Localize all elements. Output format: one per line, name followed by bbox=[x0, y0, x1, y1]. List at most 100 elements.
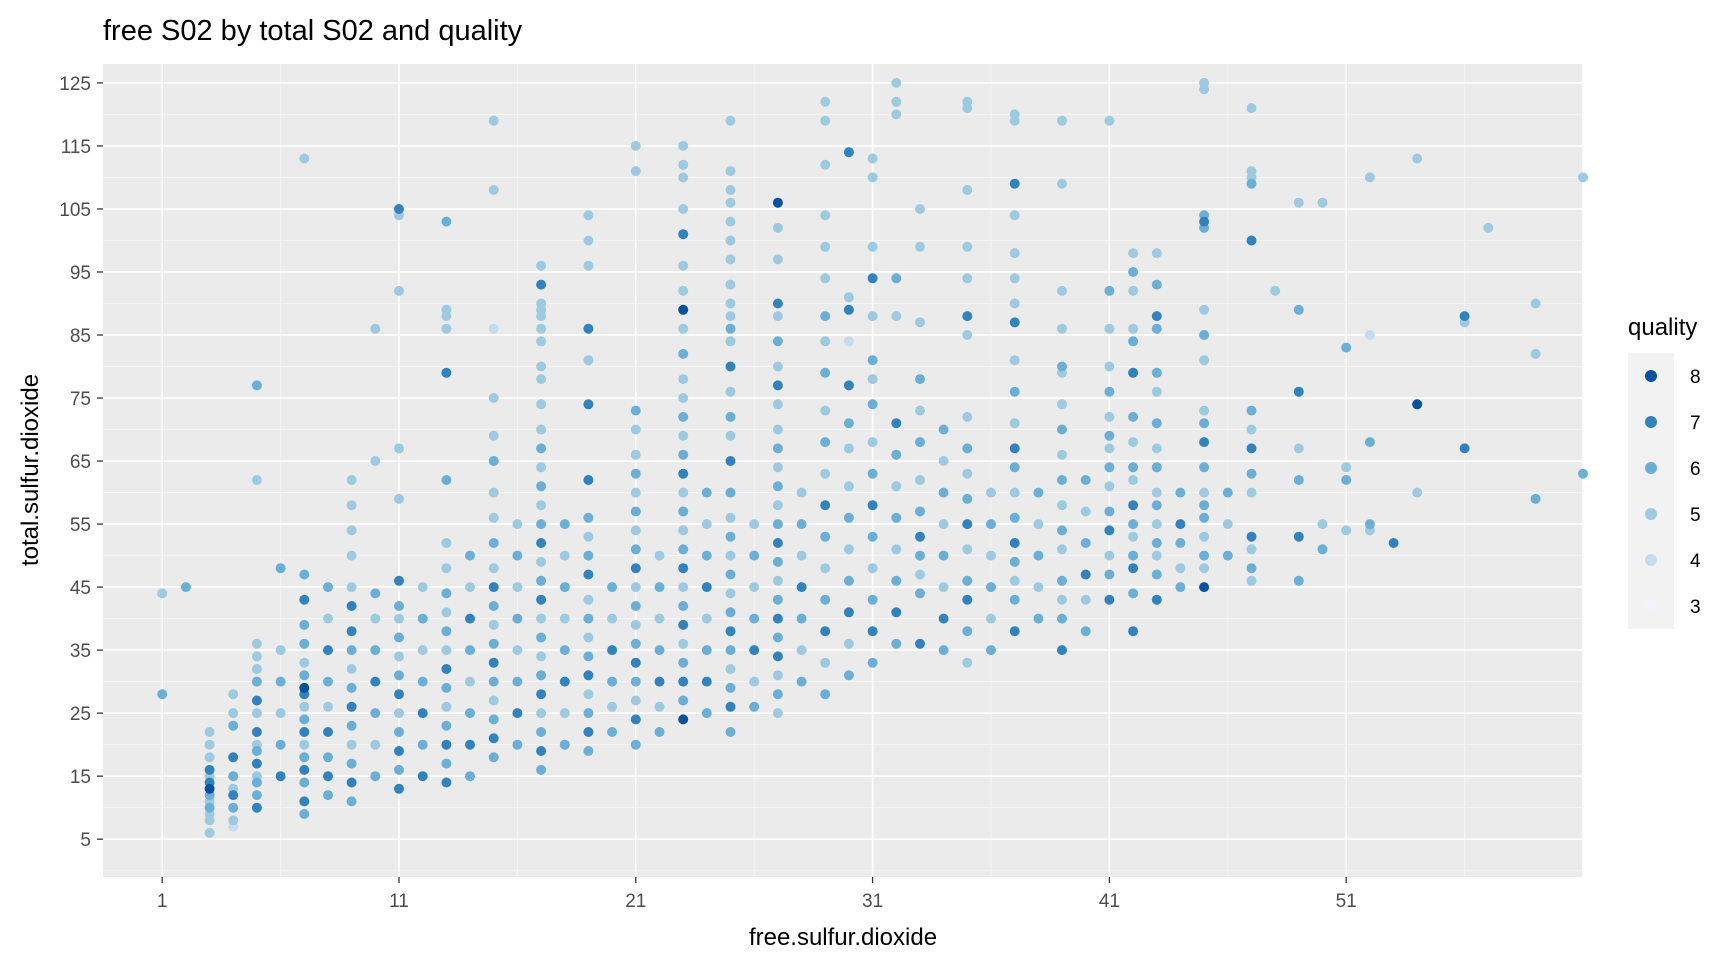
data-point bbox=[488, 185, 499, 195]
data-point bbox=[725, 235, 736, 246]
data-point bbox=[630, 657, 641, 668]
data-point bbox=[891, 109, 902, 120]
data-point bbox=[725, 298, 736, 309]
data-point bbox=[1151, 279, 1162, 290]
data-point bbox=[512, 676, 523, 687]
data-point bbox=[701, 519, 712, 530]
data-point bbox=[772, 632, 783, 643]
data-point bbox=[725, 487, 736, 498]
data-point bbox=[867, 594, 878, 605]
data-point bbox=[796, 676, 807, 687]
data-point bbox=[1151, 462, 1162, 473]
data-point bbox=[1057, 361, 1067, 372]
data-point bbox=[583, 235, 594, 246]
data-point bbox=[299, 714, 310, 725]
data-point bbox=[1057, 424, 1067, 435]
data-point bbox=[843, 418, 854, 429]
data-point bbox=[654, 550, 665, 561]
data-point bbox=[915, 374, 925, 385]
data-point bbox=[1151, 569, 1162, 580]
data-point bbox=[536, 651, 547, 662]
data-point bbox=[488, 601, 499, 611]
data-point bbox=[725, 588, 736, 599]
legend-label: 6 bbox=[1690, 459, 1701, 480]
data-point bbox=[607, 727, 618, 737]
data-point bbox=[299, 594, 310, 605]
data-point bbox=[1080, 506, 1091, 517]
data-point bbox=[725, 550, 736, 561]
data-point bbox=[1057, 115, 1067, 126]
data-point bbox=[938, 613, 949, 624]
data-point bbox=[725, 115, 736, 126]
data-point bbox=[1293, 575, 1304, 586]
data-point bbox=[1151, 594, 1162, 605]
data-point bbox=[867, 355, 878, 366]
data-point bbox=[772, 594, 783, 605]
data-point bbox=[441, 626, 452, 637]
data-point bbox=[678, 411, 689, 422]
data-point bbox=[678, 260, 689, 271]
data-point bbox=[986, 550, 996, 561]
y-tick-label: 45 bbox=[70, 578, 91, 599]
data-point bbox=[962, 241, 973, 252]
data-point bbox=[536, 279, 547, 290]
data-point bbox=[1009, 109, 1020, 120]
y-tick-label: 65 bbox=[70, 452, 91, 473]
data-point bbox=[678, 172, 689, 183]
data-point bbox=[915, 204, 925, 214]
data-point bbox=[346, 701, 357, 712]
data-point bbox=[678, 304, 689, 315]
data-point bbox=[441, 720, 452, 731]
data-point bbox=[299, 809, 310, 819]
data-point bbox=[938, 487, 949, 498]
data-point bbox=[962, 96, 973, 107]
data-point bbox=[867, 273, 878, 284]
data-point bbox=[488, 695, 499, 706]
data-point bbox=[1009, 556, 1020, 567]
data-point bbox=[820, 115, 831, 126]
data-point bbox=[1317, 197, 1328, 208]
data-point bbox=[891, 273, 902, 284]
y-axis-ticks: 5 15 25 35 45 55 65 75 85 95 105 115 125 bbox=[59, 74, 103, 851]
data-point bbox=[962, 519, 973, 530]
data-point bbox=[678, 638, 689, 649]
data-point bbox=[559, 739, 570, 750]
data-point bbox=[607, 645, 618, 656]
data-point bbox=[1104, 550, 1115, 561]
data-point bbox=[772, 500, 783, 511]
data-point bbox=[772, 443, 783, 454]
data-point bbox=[820, 500, 831, 511]
legend: quality 8 7 6 5 4 3 bbox=[1628, 314, 1701, 629]
x-tick-label: 21 bbox=[625, 891, 646, 912]
data-point bbox=[891, 96, 902, 107]
data-point bbox=[1530, 493, 1541, 504]
data-point bbox=[986, 487, 996, 498]
data-point bbox=[749, 582, 760, 593]
data-point bbox=[725, 645, 736, 656]
data-point bbox=[394, 204, 404, 214]
data-point bbox=[299, 796, 310, 807]
data-point bbox=[1033, 487, 1044, 498]
data-point bbox=[915, 475, 925, 485]
data-point bbox=[1104, 506, 1115, 517]
data-point bbox=[559, 708, 570, 719]
data-point bbox=[986, 613, 996, 624]
data-point bbox=[228, 790, 239, 801]
data-point bbox=[1199, 216, 1210, 227]
data-point bbox=[1412, 399, 1423, 410]
data-point bbox=[678, 582, 689, 593]
data-point bbox=[1246, 178, 1257, 189]
data-point bbox=[1033, 550, 1044, 561]
data-point bbox=[1199, 355, 1210, 366]
data-point bbox=[275, 708, 286, 719]
data-point bbox=[1483, 222, 1494, 233]
data-point bbox=[1009, 355, 1020, 366]
data-point bbox=[441, 607, 452, 618]
data-point bbox=[678, 204, 689, 214]
data-point bbox=[891, 311, 902, 322]
data-point bbox=[1151, 550, 1162, 561]
data-point bbox=[251, 746, 262, 756]
data-point bbox=[583, 613, 594, 624]
data-point bbox=[512, 613, 523, 624]
data-point bbox=[1293, 475, 1304, 485]
